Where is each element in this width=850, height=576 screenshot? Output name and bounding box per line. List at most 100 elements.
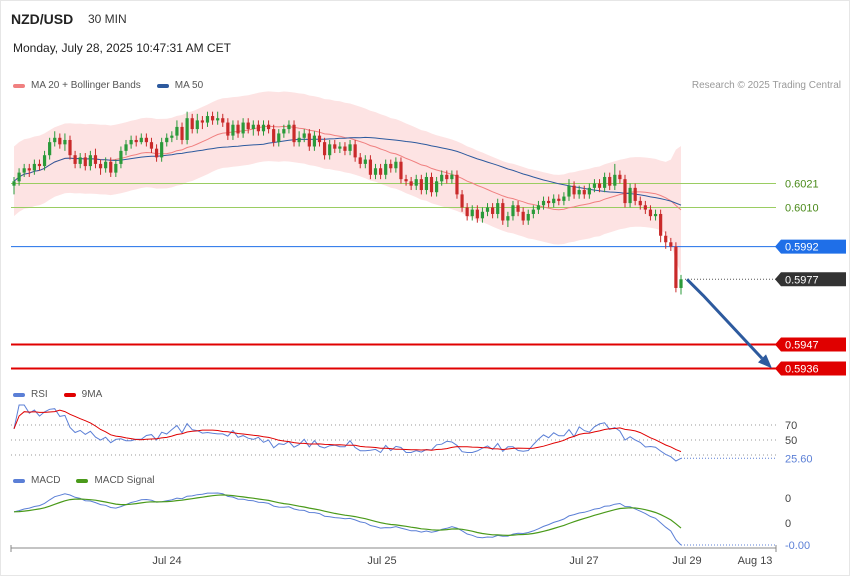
candle-body-124 — [643, 205, 647, 210]
candle-body-129 — [669, 242, 673, 247]
legend-label-macd: MACD — [31, 475, 61, 486]
candle-27 — [149, 137, 154, 154]
candle-body-1 — [17, 172, 21, 182]
candle-body-71 — [373, 168, 378, 175]
candle-101 — [526, 209, 530, 225]
candle-69 — [363, 155, 367, 169]
candle-body-67 — [353, 144, 357, 158]
candle-8 — [53, 131, 57, 147]
candle-6 — [42, 150, 47, 171]
candle-10 — [63, 133, 67, 151]
candle-4 — [32, 159, 36, 175]
candle-53 — [282, 124, 286, 138]
candle-45 — [241, 118, 245, 138]
x-tick-jul-25: Jul 25 — [367, 555, 396, 567]
candle-127 — [659, 209, 663, 243]
candle-50 — [266, 120, 271, 134]
legend-item-macd: MACD — [13, 475, 60, 486]
candle-17 — [98, 159, 103, 175]
candle-80 — [419, 174, 423, 195]
macd-last-value: -0.00 — [785, 540, 810, 552]
candle-82 — [429, 172, 434, 197]
candle-body-2 — [22, 168, 26, 173]
candle-122 — [633, 183, 637, 206]
candle-body-61 — [322, 142, 327, 156]
macd-signal-line — [13, 494, 682, 537]
candle-body-60 — [317, 135, 322, 143]
candle-104 — [541, 196, 546, 210]
candle-body-74 — [389, 163, 393, 169]
candle-75 — [394, 157, 398, 173]
candle-79 — [414, 174, 418, 191]
symbol-title[interactable]: NZD/USD — [11, 11, 74, 27]
candle-119 — [618, 170, 622, 184]
candle-body-93 — [485, 207, 490, 212]
candle-body-126 — [653, 213, 658, 217]
candle-body-37 — [200, 120, 204, 123]
candle-87 — [455, 170, 459, 199]
timestamp-label: Monday, July 28, 2025 10:47:31 AM CET — [13, 41, 231, 55]
candle-body-40 — [216, 118, 220, 121]
candle-54 — [287, 120, 291, 134]
candle-48 — [256, 120, 260, 136]
candle-16 — [93, 148, 98, 169]
candle-76 — [399, 157, 403, 184]
candle-14 — [83, 153, 87, 171]
candle-body-44 — [236, 124, 240, 134]
candle-97 — [506, 211, 510, 228]
legend-macd: MACD MACD Signal — [13, 475, 164, 486]
candle-body-65 — [343, 146, 347, 151]
candle-131 — [679, 274, 683, 295]
candle-52 — [277, 129, 281, 147]
candle-33 — [180, 122, 184, 145]
candle-body-94 — [491, 207, 495, 214]
candle-43 — [231, 120, 235, 140]
candle-115 — [597, 179, 602, 193]
candle-23 — [129, 135, 133, 149]
candle-body-70 — [368, 159, 373, 175]
candle-body-23 — [129, 139, 133, 145]
candle-body-99 — [516, 205, 520, 212]
attribution-label: Research © 2025 Trading Central — [691, 80, 841, 91]
candle-29 — [160, 137, 164, 162]
candle-body-68 — [358, 157, 362, 164]
candle-body-35 — [190, 118, 194, 130]
candle-125 — [648, 205, 653, 221]
candle-31 — [170, 131, 174, 143]
legend-label-rsi: RSI — [31, 389, 48, 400]
candle-body-130 — [674, 246, 678, 288]
candle-body-117 — [608, 176, 612, 186]
candle-92 — [480, 207, 485, 223]
legend-main: MA 20 + Bollinger Bands MA 50 — [13, 80, 213, 91]
candle-body-30 — [165, 137, 169, 143]
candle-body-84 — [440, 174, 444, 182]
candle-body-10 — [63, 139, 67, 145]
support-tag-0.5947 — [775, 337, 846, 352]
candle-body-26 — [144, 137, 148, 143]
interval-label[interactable]: 30 MIN — [88, 12, 127, 26]
candle-36 — [195, 113, 199, 134]
candle-55 — [292, 120, 296, 147]
candle-77 — [404, 174, 408, 186]
candle-body-7 — [48, 142, 52, 156]
candle-83 — [435, 176, 439, 197]
candle-body-13 — [78, 157, 82, 164]
candle-body-113 — [587, 187, 591, 195]
candle-body-8 — [53, 137, 57, 143]
candle-15 — [88, 150, 92, 171]
candle-56 — [297, 131, 301, 147]
forecast-arrow-shaft — [685, 278, 764, 360]
level-label-0.6021: 0.6021 — [785, 179, 819, 191]
candle-body-9 — [58, 137, 62, 145]
candle-118 — [613, 163, 617, 191]
candle-71 — [373, 163, 378, 180]
candle-body-18 — [104, 161, 108, 169]
candle-body-22 — [124, 144, 128, 151]
candle-body-19 — [109, 161, 113, 173]
rsi-last-value: 25.60 — [785, 453, 813, 465]
candle-body-85 — [445, 174, 449, 180]
candle-body-131 — [679, 279, 683, 288]
candle-body-86 — [450, 174, 454, 180]
